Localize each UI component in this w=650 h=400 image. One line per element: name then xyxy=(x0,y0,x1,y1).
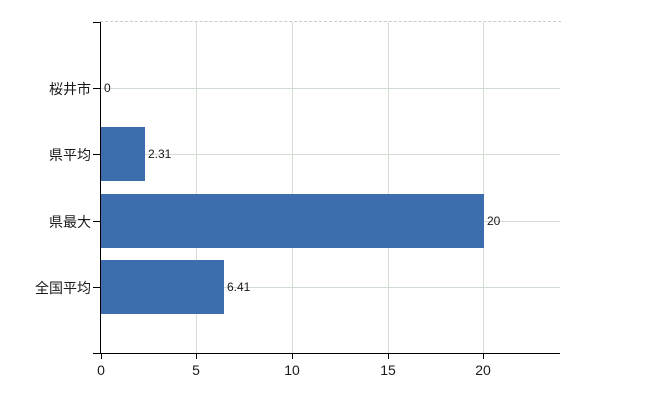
x-tick-label: 0 xyxy=(97,362,105,378)
bar-value-label: 2.31 xyxy=(148,147,172,161)
x-tick-label: 5 xyxy=(192,362,200,378)
y-tick xyxy=(93,88,100,89)
bar-value-label: 0 xyxy=(104,81,111,95)
horizontal-gridline xyxy=(101,88,560,89)
bar xyxy=(101,127,145,181)
x-tick xyxy=(101,354,102,359)
horizontal-gridline xyxy=(101,154,560,155)
y-tick xyxy=(93,221,100,222)
x-axis-line xyxy=(93,353,560,354)
y-tick xyxy=(93,22,100,23)
bar-value-label: 20 xyxy=(487,214,501,228)
horizontal-gridline xyxy=(101,287,560,288)
x-tick xyxy=(388,354,389,359)
x-tick-label: 15 xyxy=(380,362,396,378)
y-category-label: 全国平均 xyxy=(35,280,91,296)
vertical-gridline xyxy=(388,22,389,353)
plot-top-border xyxy=(100,21,561,22)
x-tick-label: 20 xyxy=(475,362,491,378)
y-tick xyxy=(93,287,100,288)
x-tick xyxy=(483,354,484,359)
bar-value-label: 6.41 xyxy=(227,280,251,294)
bar xyxy=(101,260,224,314)
y-category-label: 県最大 xyxy=(49,214,91,230)
x-tick-label: 10 xyxy=(284,362,300,378)
x-tick xyxy=(196,354,197,359)
y-category-label: 桜井市 xyxy=(49,81,91,97)
bar xyxy=(101,194,484,248)
vertical-gridline xyxy=(196,22,197,353)
y-tick xyxy=(93,154,100,155)
x-tick xyxy=(292,354,293,359)
y-axis-line xyxy=(100,22,101,354)
vertical-gridline xyxy=(292,22,293,353)
vertical-gridline xyxy=(483,22,484,353)
y-category-label: 県平均 xyxy=(49,147,91,163)
